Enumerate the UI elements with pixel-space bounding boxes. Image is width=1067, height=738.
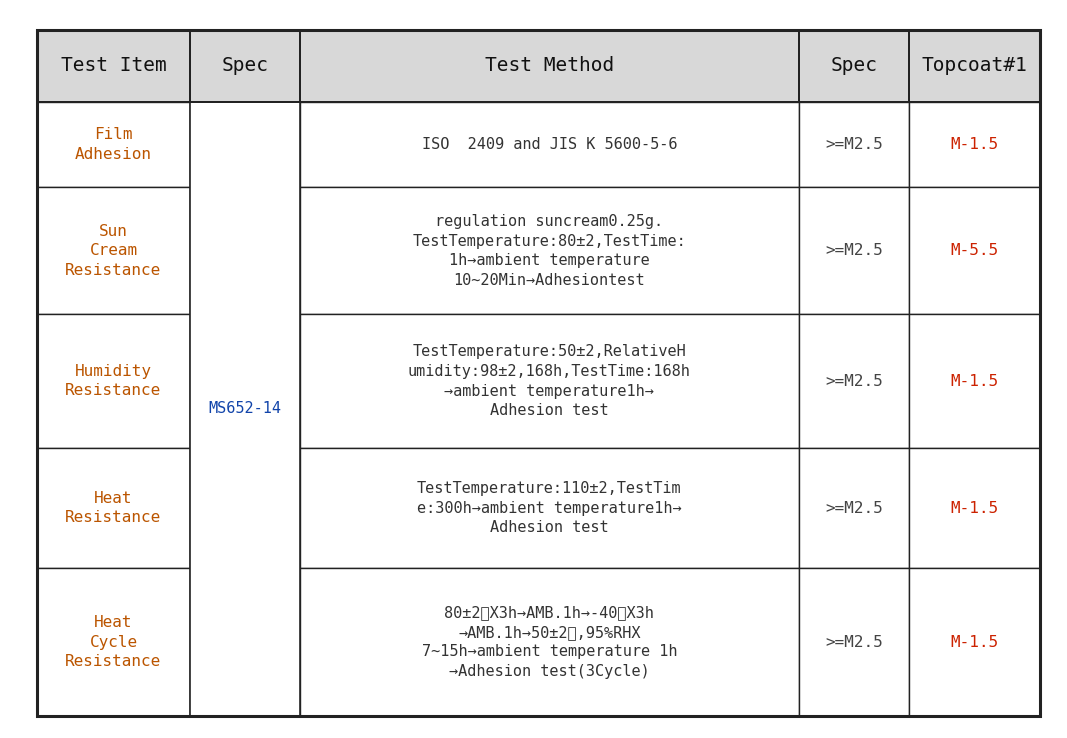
Bar [37,187,190,314]
Text: >=M2.5: >=M2.5 [825,635,882,649]
Bar [190,448,300,568]
Text: Heat
Cycle
Resistance: Heat Cycle Resistance [65,615,161,669]
Text: TestTemperature:110±2,TestTim
e:300h→ambient temperature1h→
Adhesion test: TestTemperature:110±2,TestTim e:300h→amb… [417,481,682,535]
Text: M-1.5: M-1.5 [951,373,999,389]
Text: Sun
Cream
Resistance: Sun Cream Resistance [65,224,161,277]
Bar [300,448,799,568]
Bar [37,314,190,448]
Bar [37,30,190,102]
Bar [909,568,1040,716]
Text: 80±2℃X3h→AMB.1h→-40℃X3h
→AMB.1h→50±2℃,95%RHX
7~15h→ambient temperature 1h
→Adhes: 80±2℃X3h→AMB.1h→-40℃X3h →AMB.1h→50±2℃,95… [421,605,678,679]
Text: Spec: Spec [830,56,877,75]
Text: >=M2.5: >=M2.5 [825,373,882,389]
Text: ISO  2409 and JIS K 5600-5-6: ISO 2409 and JIS K 5600-5-6 [421,137,678,152]
Bar [799,314,909,448]
Bar [190,568,300,716]
Text: M-1.5: M-1.5 [951,635,999,649]
Bar [909,314,1040,448]
Bar [190,314,300,448]
Bar [799,30,909,102]
Bar [300,187,799,314]
Bar [909,30,1040,102]
Text: regulation suncream0.25g.
TestTemperature:80±2,TestTime:
1h→ambient temperature
: regulation suncream0.25g. TestTemperatur… [413,214,686,288]
Bar [190,187,300,314]
Text: TestTemperature:50±2,RelativeH
umidity:98±2,168h,TestTime:168h
→ambient temperat: TestTemperature:50±2,RelativeH umidity:9… [408,345,690,418]
Bar [799,102,909,187]
Text: >=M2.5: >=M2.5 [825,501,882,516]
Text: >=M2.5: >=M2.5 [825,137,882,152]
Bar [37,30,190,102]
Text: Heat
Resistance: Heat Resistance [65,492,161,525]
Bar [909,102,1040,187]
Bar [799,30,909,102]
Text: Topcoat#1: Topcoat#1 [922,56,1028,75]
Bar [190,30,300,102]
Bar [190,30,300,102]
Bar [300,568,799,716]
Text: M-1.5: M-1.5 [951,501,999,516]
Bar [190,102,300,187]
Bar [799,448,909,568]
Bar [37,102,190,187]
Text: Test Method: Test Method [484,56,614,75]
Text: Humidity
Resistance: Humidity Resistance [65,364,161,399]
Bar [799,568,909,716]
Bar [300,30,799,102]
Bar [909,30,1040,102]
Bar [909,448,1040,568]
Bar [909,187,1040,314]
Text: >=M2.5: >=M2.5 [825,244,882,258]
Text: Spec: Spec [221,56,268,75]
Text: Test Item: Test Item [61,56,166,75]
Text: M-5.5: M-5.5 [951,244,999,258]
Bar [300,314,799,448]
Text: M-1.5: M-1.5 [951,137,999,152]
Bar [190,102,300,716]
Bar [799,187,909,314]
Bar [37,568,190,716]
Text: Film
Adhesion: Film Adhesion [75,128,152,162]
Bar [300,102,799,187]
Text: MS652-14: MS652-14 [208,401,282,416]
Bar [300,30,799,102]
Bar [37,448,190,568]
